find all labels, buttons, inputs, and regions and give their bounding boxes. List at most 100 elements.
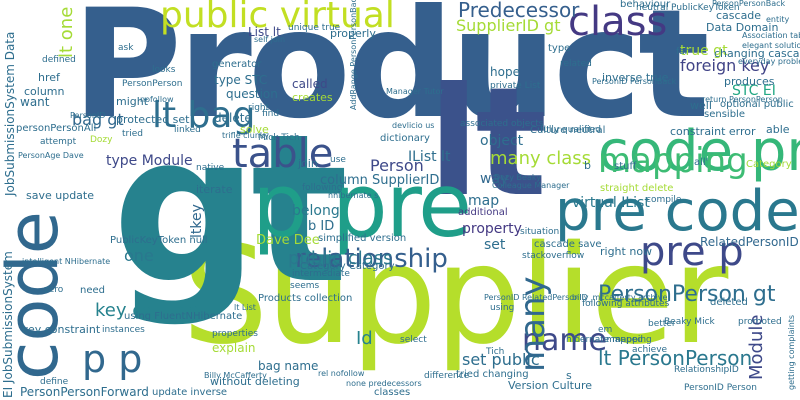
word-type-module: type Module [106, 153, 193, 169]
word-type-stc: type STC [214, 73, 268, 87]
word-iterate: iterate [196, 183, 233, 196]
word-defined: defined [42, 55, 76, 65]
word-intelligent-nhibernate: intelligent NHibernate [22, 257, 111, 266]
word-want: want [20, 95, 50, 109]
word-seems: seems [290, 281, 320, 291]
word-changing-cascade: changing cascade [714, 47, 800, 60]
word-jobsubmissionsystem-data: JobSubmissionSystem Data [3, 31, 17, 196]
word-personid: PersonID [70, 111, 106, 120]
word-better: better [648, 319, 676, 329]
word-products-collection: Products collection [258, 293, 353, 304]
word-personpersonback: PersonPersonBack [712, 0, 786, 8]
word-explain: explain [212, 341, 256, 355]
word-relationshipid: RelationshipID [674, 365, 739, 375]
word-well: well [690, 99, 712, 112]
word-manager-tutor: Manager Tutor [386, 87, 444, 96]
word-optional-public: optional public [720, 99, 794, 110]
word-intermediate: intermediate [292, 269, 350, 279]
word-following-attributes: following attributes [582, 299, 670, 309]
word-trifle-clunky: trifle clunky [222, 131, 269, 140]
word-class-top: class [568, 0, 668, 45]
word-behaviour: behaviour [620, 0, 671, 10]
word-nofollow: nofollow [140, 95, 174, 104]
word-return-personperson: return PersonPerson [702, 95, 783, 104]
word-following: following [302, 183, 343, 193]
word-lt-personperson: lt PersonPerson [598, 346, 753, 370]
word-question: question [226, 87, 278, 101]
word-delete: delete [214, 111, 252, 125]
word-far: far [676, 47, 689, 57]
word-stc-ei: STC EI [732, 83, 776, 99]
word-id: Id [356, 328, 373, 349]
word-personid-person: PersonID Person [684, 383, 757, 393]
word-produces: produces [724, 75, 775, 88]
word-linked: linked [174, 125, 201, 135]
word-getting-complaints: getting complaints [787, 314, 796, 390]
word-related: related [560, 59, 592, 69]
word-bag-name: bag name [258, 359, 319, 373]
word-none-predecessors: none predecessors [346, 379, 422, 388]
word-use: use [330, 155, 346, 165]
word-personage-dave: PersonAge Dave [18, 151, 84, 160]
word-creates: creates [292, 91, 333, 104]
word-find: find [262, 109, 280, 119]
word-able: able [766, 123, 790, 136]
word-public-virtual: public virtual [160, 0, 395, 36]
word-using-fluent: using FluentNHibernate [124, 311, 243, 322]
word-virtual-ilist: virtual IList [572, 195, 650, 211]
word-rel-nofollow: rel nofollow [318, 369, 365, 378]
word-cascade: cascade [716, 9, 762, 22]
word-mick-tich: Mick Tich [258, 133, 300, 143]
word-lt: lt [428, 56, 547, 230]
word-sensible: sensible [704, 109, 745, 120]
word-tried-changing: tried changing [456, 369, 529, 380]
word-ei-jobsubmission: EI JobSubmissionSystem [1, 251, 15, 398]
word-properly: properly [330, 27, 376, 40]
word-p-pre: p pre [252, 154, 472, 257]
word-em: em [598, 325, 613, 335]
word-achieve: achieve [632, 345, 668, 355]
word-generator: generator [212, 59, 262, 70]
word-neutral-pkt: neutral PublicKeyToken [636, 3, 740, 13]
word-one: one [124, 246, 154, 265]
word-personpersonall: personPersonAll [16, 123, 97, 134]
word-difference: difference [424, 371, 470, 381]
word-belong: belong [292, 203, 340, 219]
word-column: column [24, 85, 65, 98]
word-key-constraint: key constraint [22, 323, 101, 336]
word-classes: classes [374, 387, 411, 398]
word-personid-rel: PersonID RelatedPersonID [484, 293, 588, 302]
word-deleted: deleted [710, 297, 748, 308]
word-right: right [248, 103, 270, 113]
word-column-supplierid: column SupplierID [320, 173, 440, 188]
word-straight-delete: straight delete [600, 183, 674, 194]
word-assoc-tables: Association tables [742, 31, 800, 40]
word-personid-personback: PersonID PersonBack [592, 77, 677, 86]
word-foreign-key: foreign key [680, 56, 770, 75]
word-way: way [480, 171, 509, 187]
word-entity: entity [766, 15, 790, 24]
word-table: table [232, 131, 334, 177]
word-tich: Tich [486, 347, 505, 357]
word-personperson: PersonPerson [122, 79, 183, 89]
word-property: property [462, 221, 522, 237]
word-personpersonforward: PersonPersonForward [20, 385, 149, 399]
word-href: href [38, 71, 60, 84]
word-define: define [40, 377, 69, 387]
word-without-deleting: without deleting [210, 375, 300, 388]
word-lt-list: lt List [234, 303, 256, 312]
word-map: map [468, 193, 500, 209]
word-right-now: right now [600, 245, 653, 258]
word-nhibernate-s: nhibernate s [328, 191, 379, 200]
word-lt-bag: lt bag [152, 95, 256, 136]
word-constraint-error: constraint error [670, 125, 756, 138]
word-lt-one: lt one [56, 6, 77, 58]
word-relatedpersonid: RelatedPersonID [700, 235, 799, 249]
word-stuff: stuff [614, 161, 637, 172]
word-join: join [298, 157, 318, 170]
word-private-list: private List [490, 81, 541, 91]
word-native: native [196, 163, 225, 173]
word-supplierid-gt: SupplierID gt [456, 16, 561, 35]
word-save-update: save update [26, 189, 95, 202]
word-beaky-mick: Beaky Mick [664, 317, 715, 327]
